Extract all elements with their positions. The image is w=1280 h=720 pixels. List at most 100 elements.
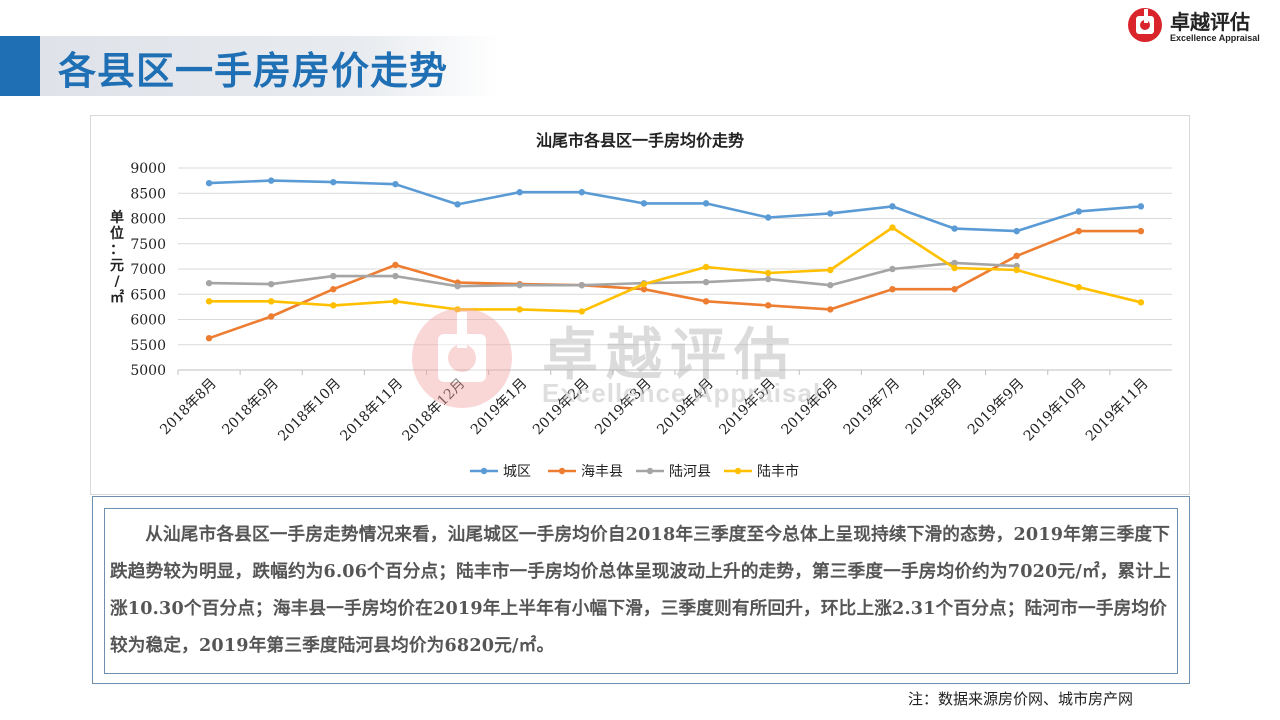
data-point [1137,299,1145,306]
data-point [889,286,896,293]
x-tick-label: 2019年10月 [1021,376,1090,445]
logo-text-en: Excellence Appraisal [1170,33,1260,43]
header-accent-bar [0,36,40,96]
data-point [392,272,399,280]
data-point [1075,283,1083,291]
data-point [267,177,275,184]
x-tick-label: 2019年6月 [779,376,842,439]
x-tick-label: 2019年5月 [716,376,779,439]
legend-marker [734,467,742,475]
data-point [702,200,710,207]
y-tick-label: 8500 [130,186,166,202]
x-tick-label: 2018年9月 [219,376,282,439]
data-point [392,261,399,269]
legend-marker [558,467,566,475]
data-point [1013,227,1020,235]
x-tick-label: 2019年3月 [592,376,655,439]
data-point [392,180,399,188]
data-point [702,298,710,305]
data-point [205,334,213,342]
data-point [516,281,523,289]
data-point [1137,227,1145,235]
brand-logo: 卓越评估 Excellence Appraisal [1126,6,1276,46]
legend-label: 城区 [503,464,531,480]
source-note: 注：数据来源房价网、城市房产网 [908,690,1134,708]
data-point [827,281,834,289]
data-point [640,200,648,207]
series-group [205,177,1145,235]
y-axis-label-char: ㎡ [110,289,124,306]
data-point [205,279,213,287]
y-axis-label-char: 单 [110,209,124,226]
data-point [951,286,958,293]
y-axis-label-char: 位 [110,225,124,242]
legend-label: 陆丰市 [757,463,799,480]
x-tick-label: 2018年12月 [399,376,468,445]
y-axis-label-char: / [114,274,120,290]
data-point [392,298,399,305]
data-point [1013,266,1020,274]
legend-marker [646,467,654,475]
data-point [827,210,834,217]
x-tick-label: 2018年10月 [275,376,344,445]
legend-label: 陆河县 [669,464,711,480]
series-line [209,261,1017,288]
legend-label: 海丰县 [581,464,623,480]
header-band [40,36,500,96]
data-point [330,302,337,309]
data-point [578,189,586,196]
x-tick-label: 2018年8月 [157,376,220,439]
chart-title: 汕尾市各县区一手房均价走势 [536,131,744,150]
x-tick-label: 2019年8月 [903,376,966,439]
x-tick-label: 2019年2月 [530,376,593,439]
data-point [764,214,772,221]
logo-text-cn: 卓越评估 [1170,10,1250,34]
data-point [889,224,896,231]
data-point [454,282,461,290]
data-point [1013,252,1020,260]
description-box-inner [104,508,1178,674]
x-tick-label: 2019年1月 [468,376,531,439]
data-point [640,280,648,288]
data-point [267,298,275,305]
logo-icon [1128,8,1162,42]
y-tick-labels: 5000 5500 6000 6500 7000 7500 8000 8500 9000 [130,161,166,379]
data-point [578,308,586,315]
data-point [330,272,337,280]
y-tick-label: 5000 [130,363,166,379]
series-group [205,227,1145,342]
data-point [578,281,586,289]
data-point [330,178,337,186]
y-tick-label: 5500 [130,338,166,354]
data-point [951,264,958,272]
series-group [205,259,1020,290]
data-point [516,306,523,313]
data-point [951,259,958,267]
data-point [827,306,834,313]
y-tick-label: 6500 [130,287,166,303]
grid-lines [177,167,1172,375]
data-point [951,225,958,232]
data-point [267,280,275,288]
series-group [205,224,1145,315]
data-point [764,275,772,283]
legend: 城区 海丰县 陆河县 陆丰市 [470,463,799,480]
x-tick-label: 2019年7月 [841,376,904,439]
page-title: 各县区一手房房价走势 [58,49,449,93]
data-point [267,313,275,320]
series-lines [205,177,1145,342]
data-point [1075,227,1083,235]
x-tick-label: 2019年9月 [965,376,1028,439]
data-point [640,286,648,293]
data-point [889,265,896,273]
data-point [330,286,337,293]
y-axis-label-char: ： [110,242,124,258]
y-tick-label: 8000 [130,212,166,228]
data-point [764,302,772,309]
x-tick-label: 2018年11月 [337,376,406,445]
x-tick-label: 2019年11月 [1083,376,1152,445]
data-point [454,201,461,208]
series-line [209,226,1142,313]
data-point [205,298,213,305]
